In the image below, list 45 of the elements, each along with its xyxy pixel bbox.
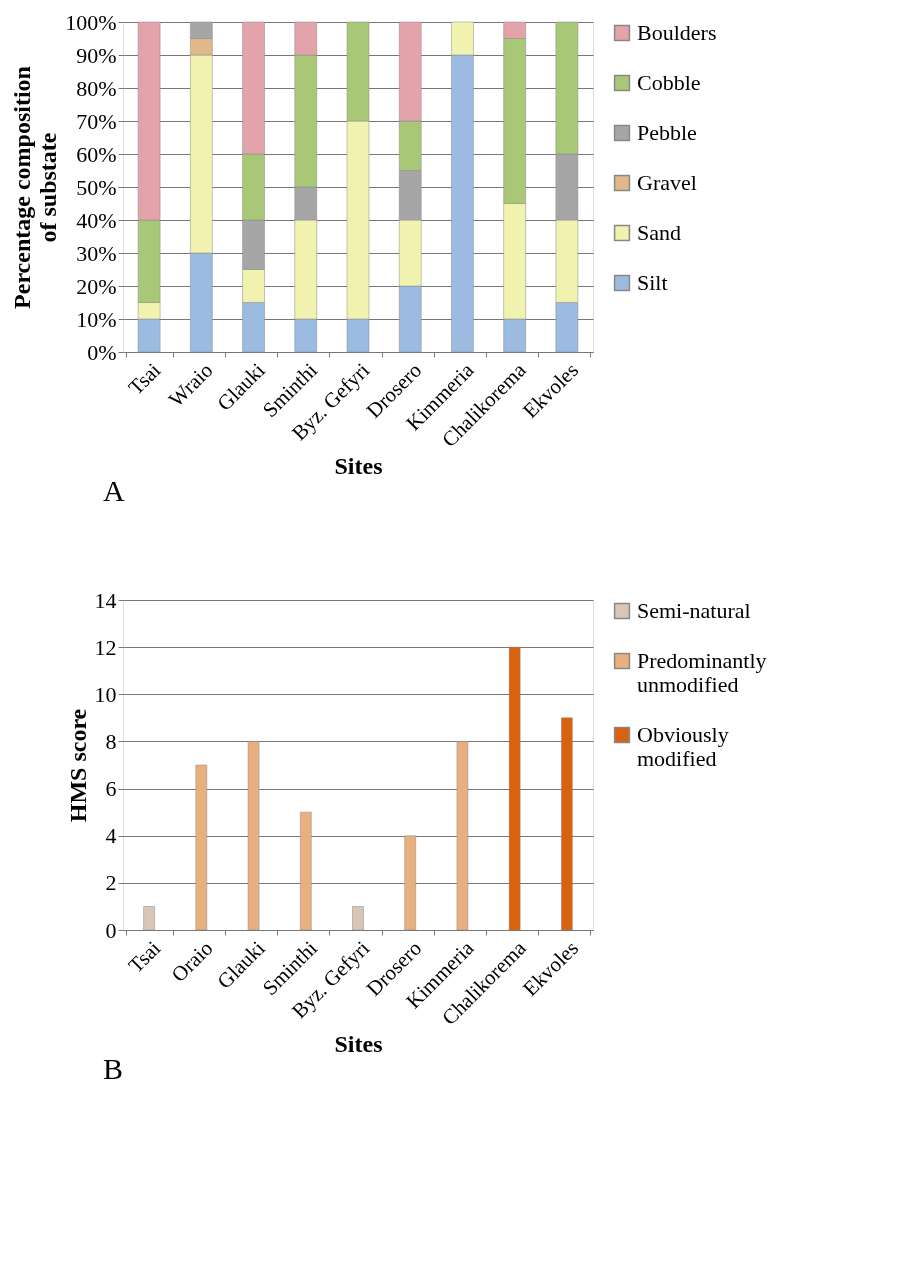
legend-label: Obviously modified: [637, 722, 729, 771]
text: B: [103, 1052, 124, 1085]
bar: [456, 741, 469, 931]
y-tick-label: 8: [105, 728, 117, 754]
y-axis-title: HMS score: [64, 708, 91, 823]
bar: [404, 835, 416, 931]
bar: [195, 764, 208, 931]
y-tick-label: 60%: [76, 141, 117, 167]
legend-label: Sand: [637, 220, 681, 245]
x-tick-label: Tsai: [123, 357, 166, 400]
y-tick-label: 20%: [76, 273, 117, 299]
y-tick-label: 40%: [76, 207, 117, 233]
y-tick-label: 100%: [65, 9, 117, 35]
y-tick-label: 10: [94, 681, 117, 707]
y-tick-label: 10%: [76, 306, 117, 332]
y-tick-label: 14: [94, 587, 117, 613]
x-tick-label: Tsai: [123, 935, 166, 978]
legend-label: Silt: [637, 270, 668, 295]
bar: [508, 646, 521, 931]
x-axis-title: Sites: [334, 453, 383, 480]
y-tick-label: 50%: [76, 174, 117, 200]
bar: [300, 811, 312, 931]
bar: [561, 717, 573, 931]
y-tick-label: 6: [105, 776, 117, 802]
y-tick-label: 2: [105, 870, 117, 896]
legend-label: Predominantly unmodified: [637, 648, 767, 697]
y-tick-label: 70%: [76, 108, 117, 134]
bar: [247, 741, 260, 931]
y-tick-label: 0%: [87, 339, 117, 365]
y-axis-title: Percentage composition of substate: [9, 66, 62, 309]
y-tick-label: 4: [105, 823, 117, 849]
bar: [143, 906, 155, 931]
x-axis-title: Sites: [334, 1031, 383, 1058]
y-tick-label: 90%: [76, 42, 117, 68]
y-tick-label: 30%: [76, 240, 117, 266]
legend-label: Boulders: [637, 20, 717, 45]
bar: [352, 906, 364, 931]
y-tick-label: 12: [94, 634, 117, 660]
legend-label: Semi-natural: [637, 598, 751, 623]
legend-label: Gravel: [637, 170, 697, 195]
y-tick-label: 80%: [76, 75, 117, 101]
text: A: [103, 474, 125, 507]
legend-label: Cobble: [637, 70, 701, 95]
legend-label: Pebble: [637, 120, 697, 145]
y-tick-label: 0: [105, 917, 117, 943]
